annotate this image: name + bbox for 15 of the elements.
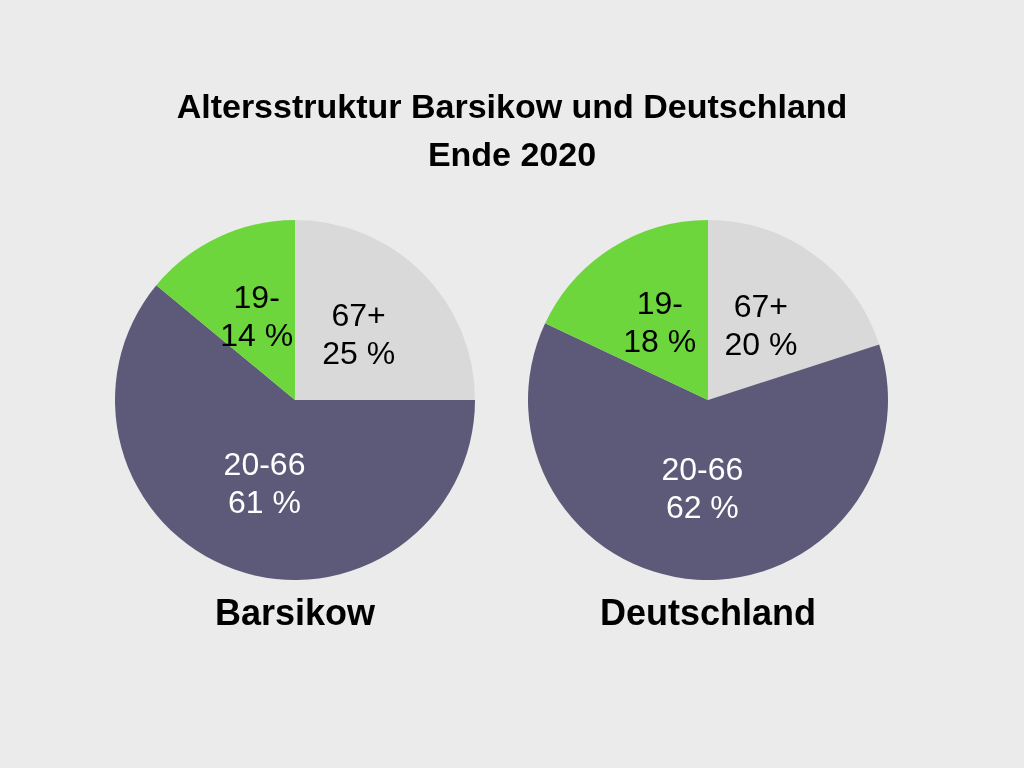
text: Deutschland: [598, 592, 817, 634]
slice-label: 19-: [636, 284, 683, 321]
data-label: 62 %: [665, 488, 739, 525]
data-label: 20 %: [724, 326, 798, 363]
data-label: 14 %: [220, 317, 294, 354]
data-label: 61 %: [228, 483, 301, 520]
text: Altersstruktur Barsikow und Deutschland Ende 2020: [175, 86, 849, 175]
slice-label: 67+: [331, 297, 386, 334]
slice-label: 20-66: [661, 450, 744, 487]
slice-label: 67+: [733, 288, 789, 325]
data-label: 25 %: [322, 335, 396, 372]
slice-label: 20-66: [223, 445, 306, 482]
text: Barsikow: [213, 592, 377, 634]
slice-label: 19-: [233, 279, 280, 316]
data-label: 18 %: [623, 322, 697, 359]
